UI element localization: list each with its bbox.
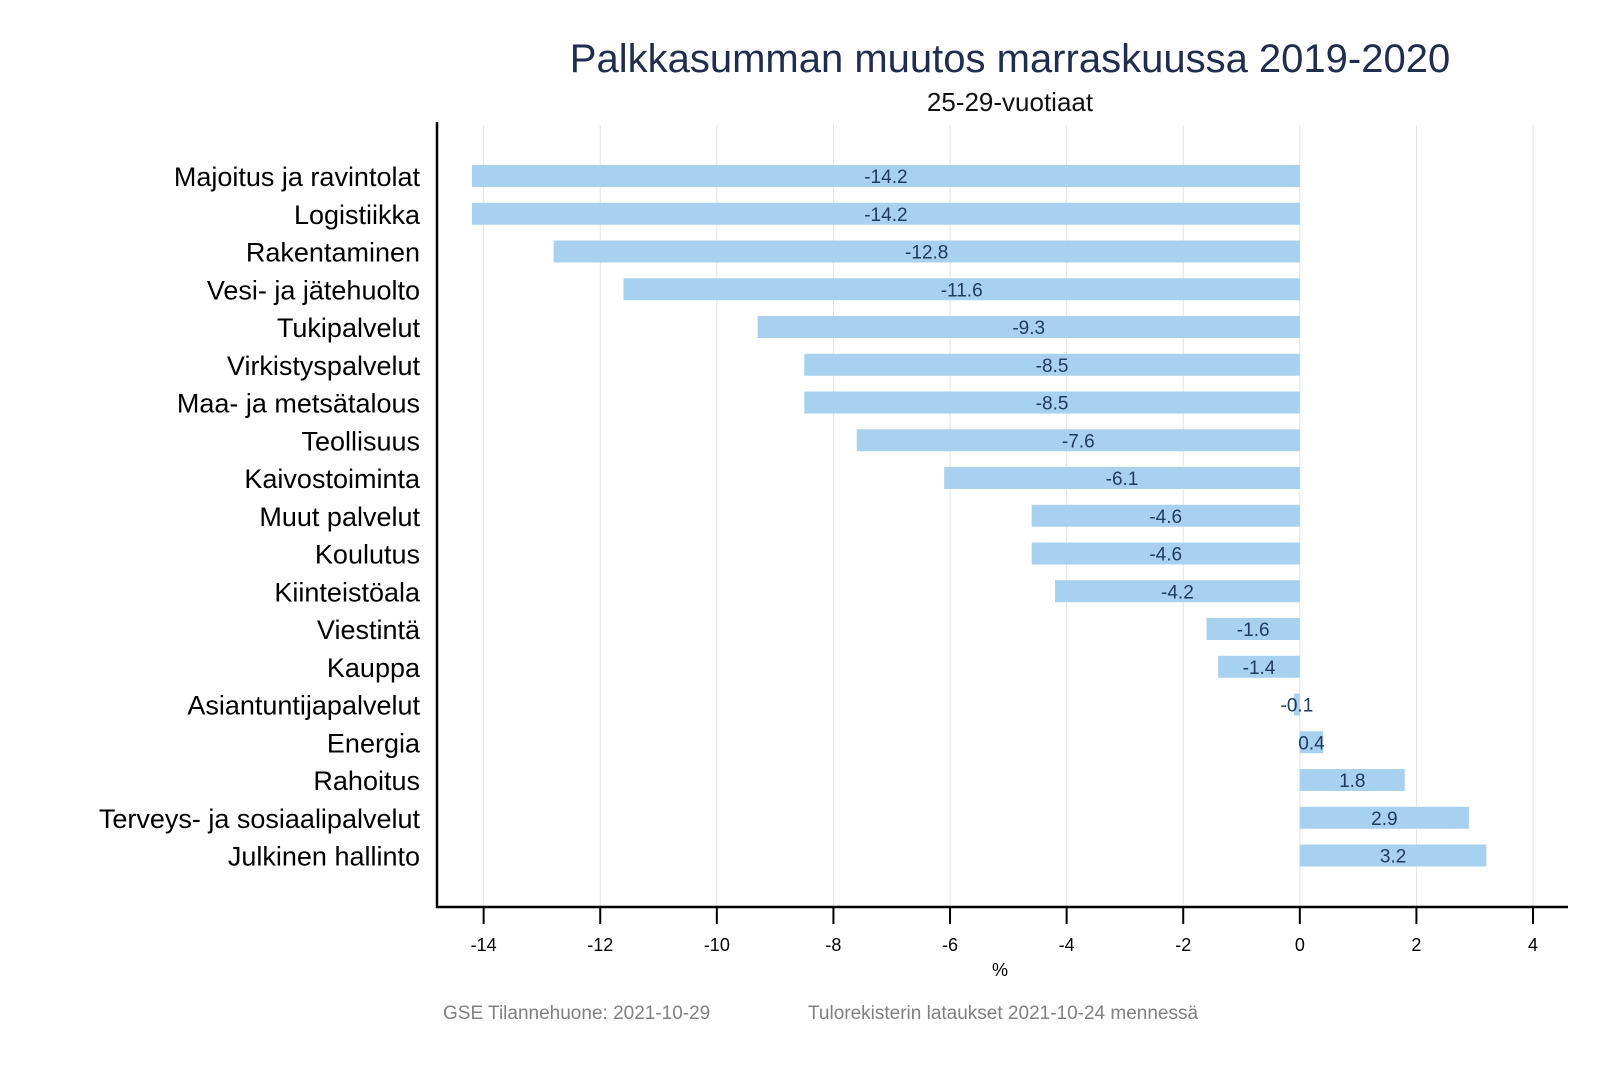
bar — [804, 391, 1300, 414]
category-label: Asiantuntijapalvelut — [187, 691, 420, 721]
bar — [944, 467, 1300, 489]
category-label: Kauppa — [327, 653, 421, 683]
bar-value-label: -0.1 — [1281, 696, 1314, 717]
bar — [1299, 731, 1324, 754]
bar — [1031, 504, 1300, 527]
category-label: Vesi- ja jätehuolto — [207, 275, 420, 305]
data-labels: -14.2 -14.2 -12.8 -11.6 -9.3 -8.5 -8.5 -7.6 -6.1… — [864, 167, 1406, 868]
category-label: Kaivostoiminta — [244, 464, 421, 494]
bars — [471, 165, 1487, 867]
bar-value-label: -4.6 — [1149, 507, 1182, 528]
category-label: Julkinen hallinto — [228, 842, 420, 872]
category-label: Rahoitus — [313, 766, 420, 796]
category-label: Logistiikka — [294, 200, 421, 230]
x-tick-label: -12 — [587, 935, 613, 955]
bar-value-label: -8.5 — [1036, 394, 1069, 415]
bar-value-label: -1.6 — [1237, 620, 1270, 641]
bar-value-label: -1.4 — [1243, 658, 1276, 679]
chart-subtitle: 25-29-vuotiaat — [927, 87, 1094, 117]
category-label: Terveys- ja sosiaalipalvelut — [99, 804, 421, 834]
x-tick-label: 0 — [1295, 935, 1305, 955]
footer-source-date: GSE Tilannehuone: 2021-10-29 — [443, 1003, 710, 1024]
bar — [1299, 844, 1487, 867]
x-tick-label: 2 — [1411, 935, 1421, 955]
x-tick-label: -8 — [825, 935, 841, 955]
x-tick-label: -14 — [471, 935, 497, 955]
category-label: Tukipalvelut — [277, 313, 421, 343]
chart-title: Palkkasumman muutos marraskuussa 2019-20… — [570, 37, 1450, 81]
category-label: Koulutus — [315, 540, 420, 570]
bar-value-label: -11.6 — [941, 280, 983, 301]
bar — [553, 240, 1300, 263]
bar — [1299, 806, 1469, 829]
x-tick-label: -2 — [1175, 935, 1191, 955]
bar — [471, 165, 1300, 187]
category-labels: Majoitus ja ravintolat Logistiikka Rakenta… — [99, 162, 421, 872]
bar-value-label: -14.2 — [864, 205, 907, 226]
x-tick-label: 4 — [1528, 935, 1538, 955]
bar — [623, 278, 1300, 301]
bar — [1031, 542, 1300, 565]
bar-value-label: 3.2 — [1380, 847, 1406, 868]
category-label: Virkistyspalvelut — [227, 351, 421, 381]
bar-value-label: -14.2 — [864, 167, 907, 188]
x-axis-ticks: -14 -12 -10 -8 -6 -4 -2 0 2 4 — [471, 907, 1538, 955]
footer-data-note: Tulorekisterin lataukset 2021-10-24 menn… — [808, 1003, 1198, 1024]
bar-value-label: -6.1 — [1106, 469, 1139, 490]
x-axis-label: % — [992, 960, 1008, 980]
category-label: Majoitus ja ravintolat — [174, 162, 421, 192]
bar — [1206, 618, 1300, 640]
bar — [856, 429, 1300, 452]
x-tick-label: -6 — [942, 935, 958, 955]
bar-value-label: -8.5 — [1036, 356, 1069, 377]
x-tick-label: -4 — [1059, 935, 1075, 955]
bar-value-label: 0.4 — [1298, 733, 1325, 754]
bar-value-label: 2.9 — [1371, 809, 1397, 830]
category-label: Rakentaminen — [246, 238, 420, 268]
category-label: Teollisuus — [301, 426, 420, 456]
category-label: Energia — [327, 728, 421, 758]
bar-value-label: -7.6 — [1062, 431, 1095, 452]
bar-value-label: 1.8 — [1339, 771, 1365, 792]
category-label: Maa- ja metsätalous — [177, 389, 420, 419]
bar — [757, 316, 1300, 338]
bar — [1218, 655, 1300, 678]
category-label: Kiinteistöala — [274, 577, 421, 607]
x-tick-label: -10 — [704, 935, 730, 955]
bar — [804, 353, 1300, 376]
bar — [1299, 769, 1405, 791]
bar-value-label: -12.8 — [905, 243, 948, 264]
bar — [471, 202, 1300, 225]
category-label: Muut palvelut — [259, 502, 420, 532]
bar — [1293, 693, 1300, 716]
bar-value-label: -4.6 — [1149, 545, 1182, 566]
bar — [1054, 580, 1300, 603]
bar-value-label: -4.2 — [1161, 582, 1194, 603]
bar-value-label: -9.3 — [1012, 318, 1045, 339]
category-label: Viestintä — [317, 615, 421, 645]
